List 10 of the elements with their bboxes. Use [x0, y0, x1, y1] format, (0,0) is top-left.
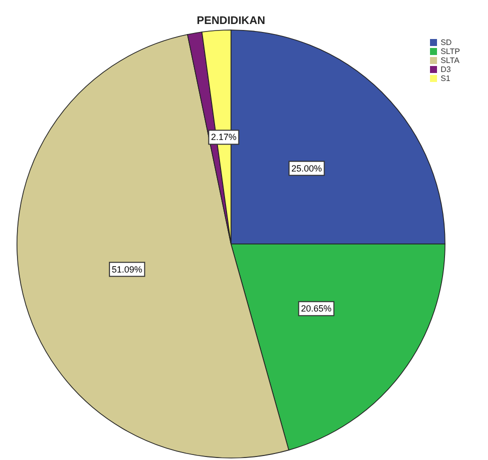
legend-label: SLTP — [440, 47, 460, 56]
chart-title: PENDIDIKAN — [196, 15, 266, 27]
legend-label: D3 — [440, 65, 451, 74]
legend-label: S1 — [440, 74, 450, 83]
data-label: 2.17% — [210, 132, 236, 142]
legend-label: SD — [440, 38, 452, 47]
data-label: 20.65% — [300, 304, 332, 314]
data-label: 51.09% — [112, 264, 142, 274]
data-label: 25.00% — [291, 163, 322, 174]
legend-label: SLTA — [440, 56, 460, 65]
